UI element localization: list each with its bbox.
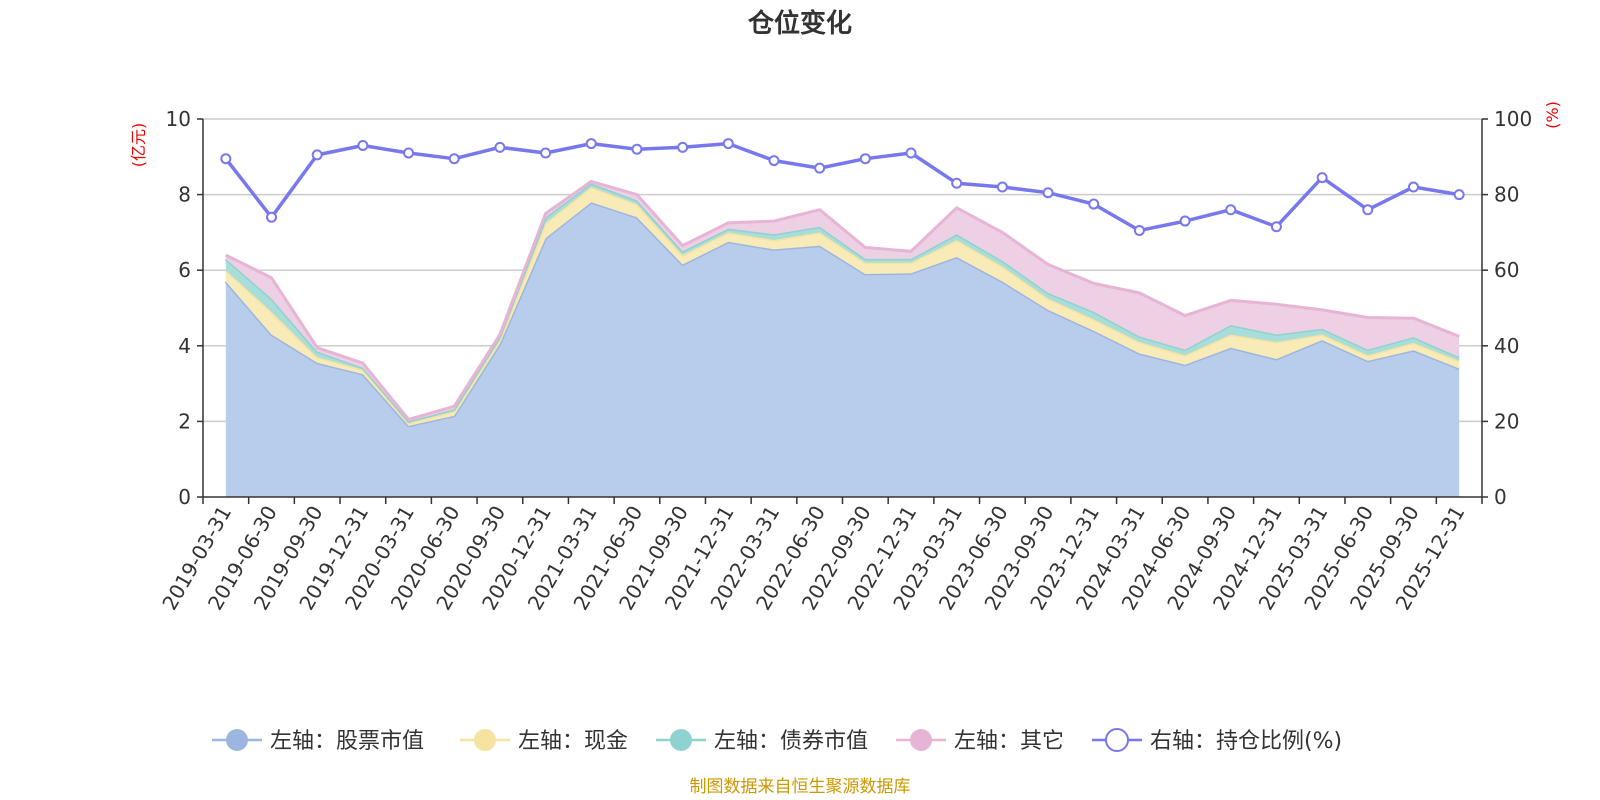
legend-label: 左轴：债券市值 (714, 729, 868, 754)
right-tick-label: 60 (1494, 258, 1519, 282)
right-tick-label: 80 (1494, 183, 1519, 207)
ratio-point[interactable] (1225, 204, 1237, 216)
legend-marker-icon (474, 729, 496, 751)
ratio-point[interactable] (1179, 215, 1191, 227)
legend-label: 右轴：持仓比例(%) (1150, 729, 1342, 754)
ratio-point[interactable] (1133, 225, 1145, 237)
left-tick-label: 8 (178, 183, 191, 207)
left-tick-label: 4 (178, 334, 191, 358)
ratio-point[interactable] (266, 211, 278, 223)
right-axis-unit: (%) (1543, 101, 1562, 129)
ratio-point[interactable] (859, 153, 871, 165)
ratio-point[interactable] (1316, 172, 1328, 184)
left-axis-unit: (亿元) (129, 123, 148, 168)
right-tick-label: 100 (1494, 107, 1532, 131)
legend: 左轴：股票市值 左轴：现金 左轴：债券市值 左轴：其它 右轴：持仓比例(%) (212, 728, 1342, 754)
left-tick-label: 10 (166, 107, 191, 131)
ratio-point[interactable] (540, 147, 552, 159)
legend-marker-icon (1105, 728, 1129, 752)
data-source-note: 制图数据来自恒生聚源数据库 (690, 777, 911, 797)
ratio-point[interactable] (1407, 181, 1419, 193)
ratio-point[interactable] (905, 147, 917, 159)
ratio-point[interactable] (403, 147, 415, 159)
legend-marker-icon (226, 729, 248, 751)
ratio-point[interactable] (1362, 204, 1374, 216)
stacked-areas (224, 179, 1460, 497)
ratio-point[interactable] (768, 155, 780, 167)
ratio-point[interactable] (311, 149, 323, 161)
ratio-line (220, 138, 1465, 237)
legend-label: 左轴：其它 (954, 729, 1064, 754)
ratio-point[interactable] (722, 138, 734, 150)
legend-label: 左轴：现金 (518, 729, 628, 754)
ratio-point[interactable] (677, 141, 689, 153)
chart-title: 仓位变化 (747, 8, 852, 39)
legend-item[interactable]: 左轴：其它 (896, 729, 1064, 754)
ratio-point[interactable] (814, 162, 826, 174)
area-左轴：股票市值 (225, 202, 1460, 497)
ratio-point[interactable] (220, 153, 232, 165)
left-tick-label: 6 (178, 258, 191, 282)
legend-marker-icon (910, 729, 932, 751)
legend-item[interactable]: 左轴：债券市值 (656, 729, 868, 754)
ratio-point[interactable] (996, 181, 1008, 193)
right-tick-label: 20 (1494, 409, 1519, 433)
ratio-point[interactable] (357, 139, 369, 151)
ratio-point[interactable] (1042, 187, 1054, 199)
legend-item[interactable]: 右轴：持仓比例(%) (1092, 728, 1342, 754)
right-tick-label: 40 (1494, 334, 1519, 358)
left-tick-label: 0 (178, 485, 191, 509)
legend-item[interactable]: 左轴：现金 (460, 729, 628, 754)
ratio-point[interactable] (494, 141, 506, 153)
ratio-point[interactable] (1270, 221, 1282, 233)
ratio-point[interactable] (585, 138, 597, 150)
legend-label: 左轴：股票市值 (270, 729, 424, 754)
ratio-point[interactable] (1453, 189, 1465, 201)
left-tick-label: 2 (178, 409, 191, 433)
ratio-line-path (224, 141, 1460, 233)
ratio-point[interactable] (951, 177, 963, 189)
legend-item[interactable]: 左轴：股票市值 (212, 729, 424, 754)
ratio-point[interactable] (448, 153, 460, 165)
legend-marker-icon (670, 729, 692, 751)
ratio-point[interactable] (631, 143, 643, 155)
area-edge-左轴：债券市值 (224, 181, 1460, 423)
right-tick-label: 0 (1494, 485, 1507, 509)
area-edge-左轴：其它 (225, 179, 1460, 421)
ratio-point[interactable] (1088, 198, 1100, 210)
